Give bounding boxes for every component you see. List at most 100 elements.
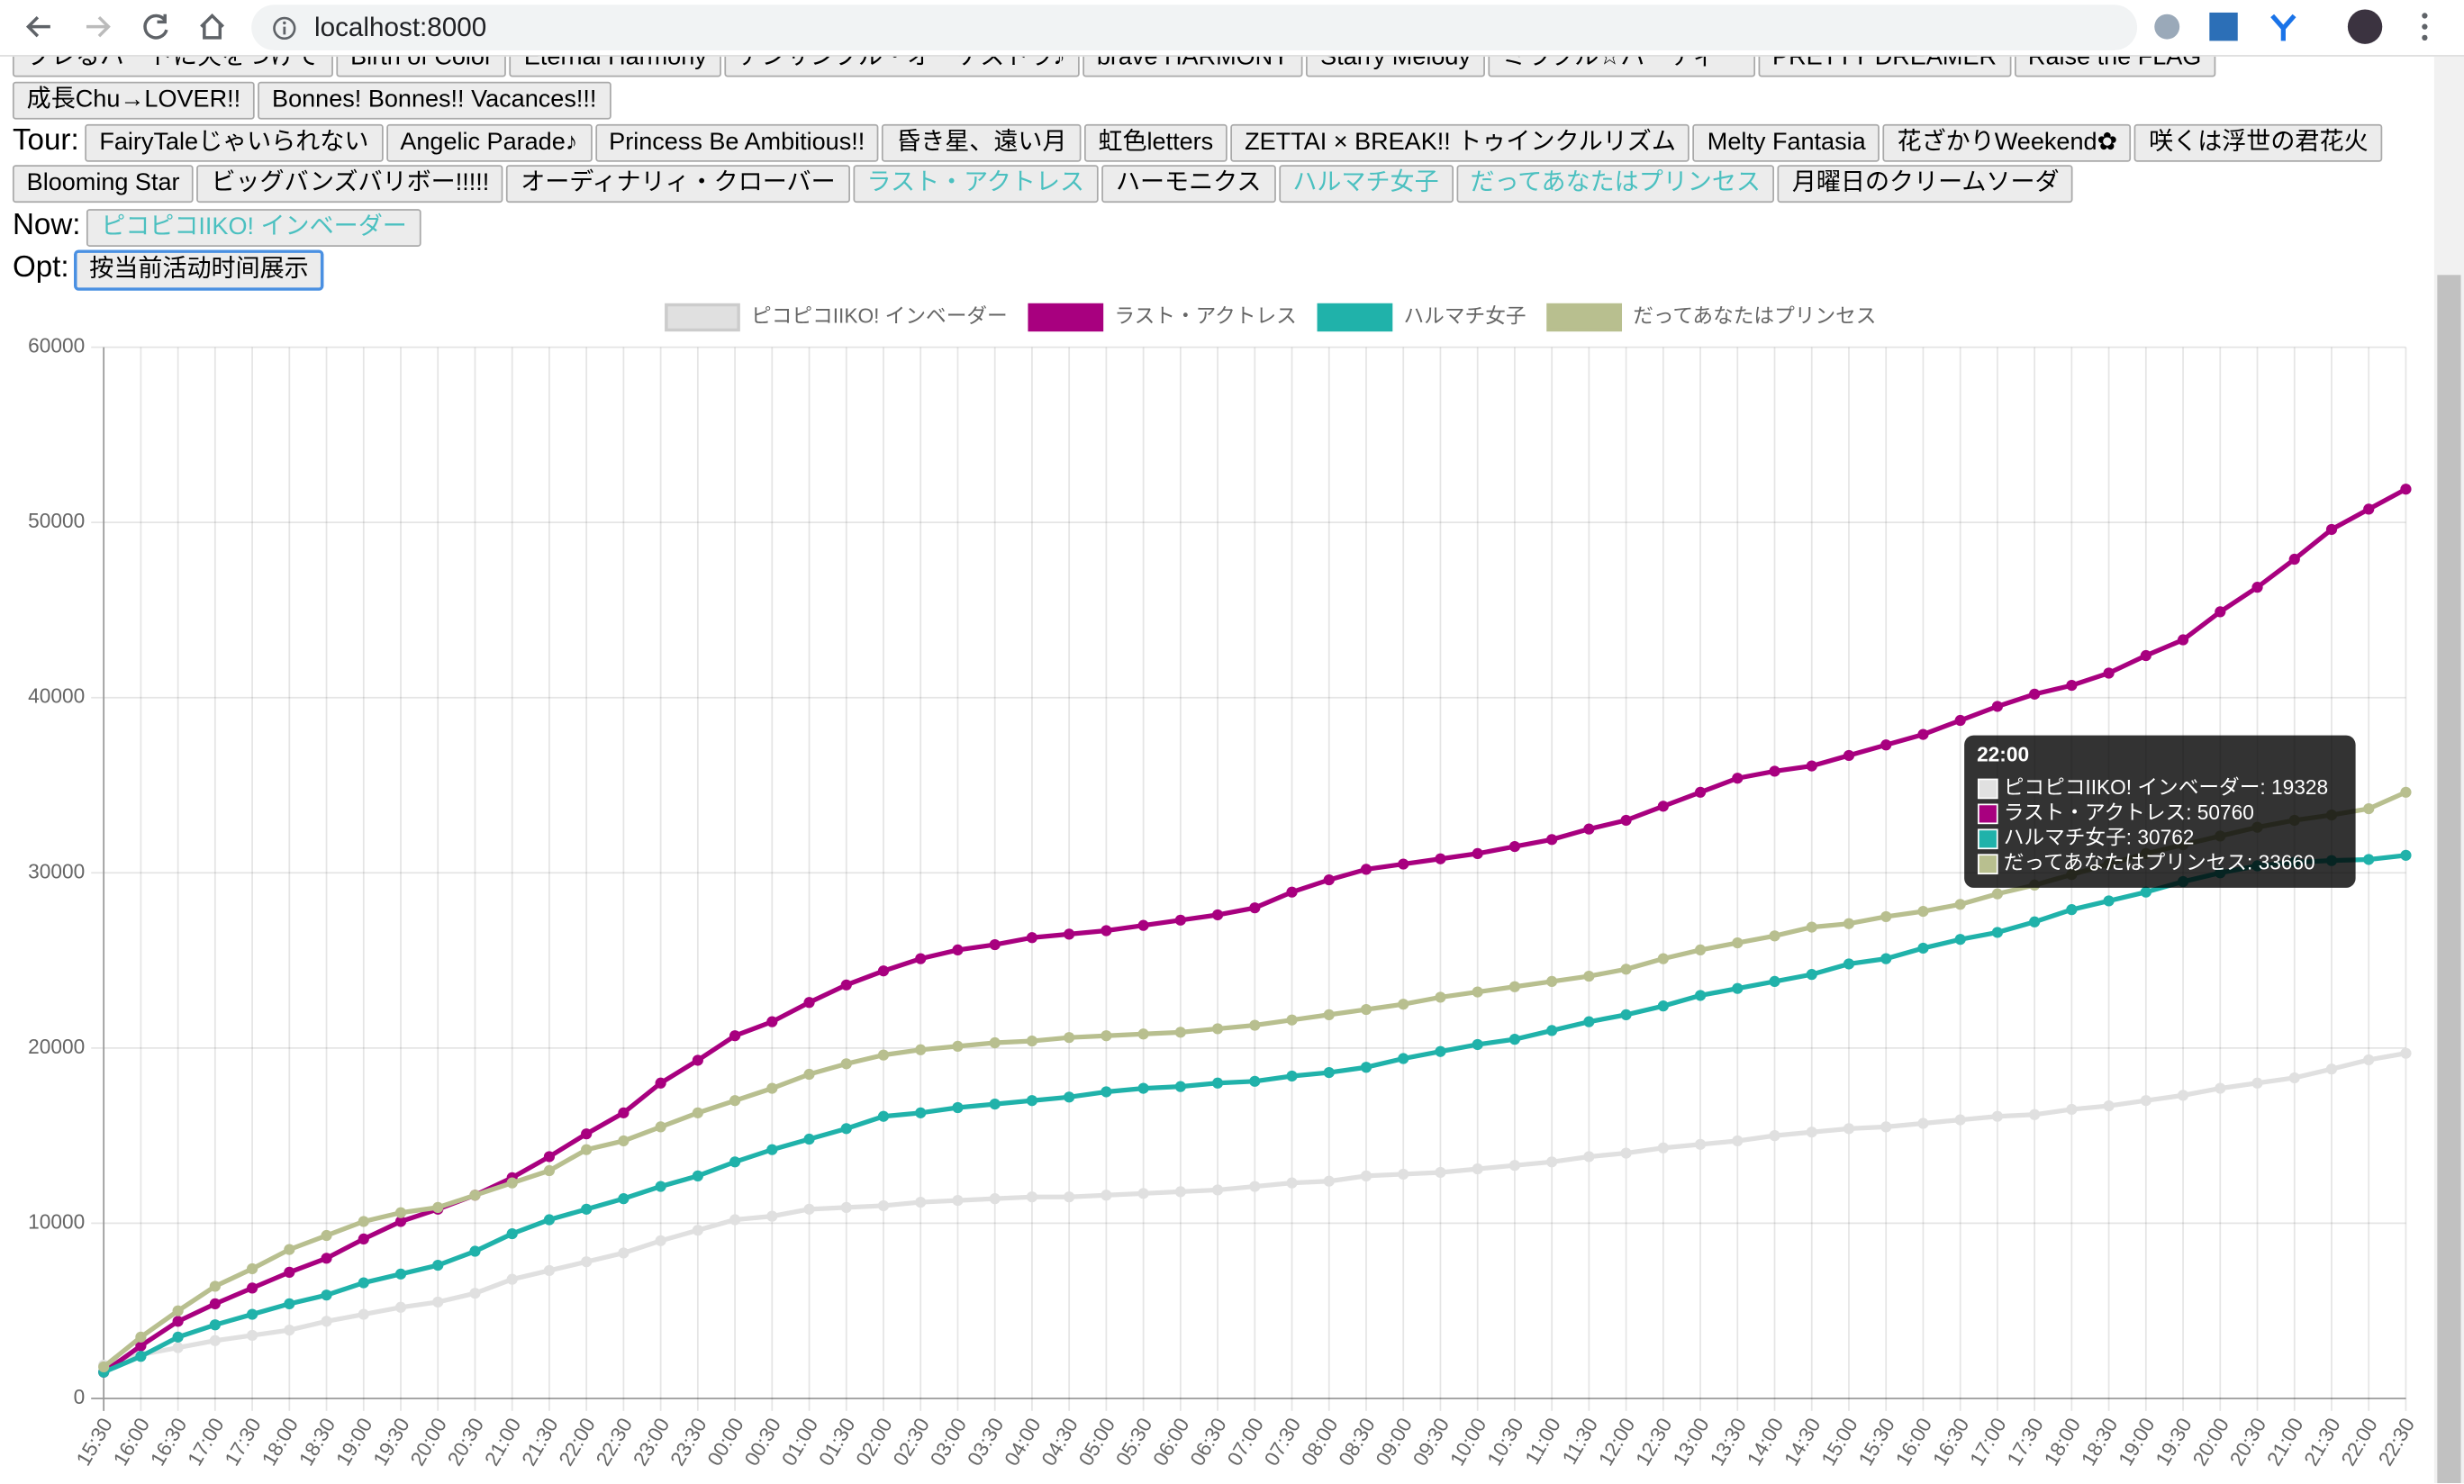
point [1174,1186,1186,1198]
browser-toolbar: localhost:8000 [0,0,2464,57]
button[interactable]: 月曜日のクリームソーダ [1778,166,2074,204]
point [172,1305,184,1317]
point [2215,606,2226,618]
point [1472,847,1483,859]
point [1174,1027,1186,1038]
point [394,1301,407,1313]
point [1843,749,1855,762]
button[interactable]: 咲くは浮世の君花火 [2134,123,2383,162]
point [1732,773,1744,784]
button[interactable]: 成長Chu→LOVER!! [12,81,255,120]
forward-button[interactable] [86,15,111,38]
x-tick-label: 20:00 [405,1414,451,1470]
point [803,1133,815,1145]
button[interactable]: 虹色letters [1083,123,1227,162]
point [1806,969,1817,981]
home-button[interactable] [200,13,225,40]
point [2363,503,2375,515]
button[interactable]: Princess Be Ambitious!! [594,123,879,162]
button[interactable]: だってあなたはプリンセス [1455,166,1775,204]
button[interactable]: ビッグバンズバリボー!!!!! [196,166,503,204]
point [692,1107,703,1118]
point [2288,1072,2300,1084]
toolbar-icons [25,9,2428,44]
point [2029,916,2041,928]
x-tick-label: 09:30 [1408,1414,1454,1470]
url[interactable]: localhost:8000 [313,12,487,43]
point [581,1144,593,1155]
point [394,1216,407,1227]
x-tick-label: 06:00 [1148,1414,1194,1470]
profile-avatar[interactable] [2347,9,2383,44]
point [2215,1082,2226,1094]
point [1546,1025,1558,1036]
point [2400,484,2412,495]
button[interactable]: 花ざかりWeekend✿ [1882,123,2132,162]
point [1508,981,1521,992]
point [1546,975,1558,988]
point [1026,1095,1038,1107]
point [1101,925,1112,937]
scrollbar-thumb[interactable] [2437,275,2461,1484]
address-bar[interactable] [251,5,2138,50]
menu-dot[interactable] [2422,13,2428,19]
button[interactable]: 按当前活动时间展示 [75,250,323,289]
point [1360,1003,1372,1016]
button[interactable]: ハーモニクス [1101,166,1276,204]
point [1991,701,2004,712]
button[interactable]: ZETTAI × BREAK!! トゥインクルリズム [1230,123,1690,162]
point [284,1324,295,1336]
point [2140,1095,2151,1107]
menu-dot[interactable] [2422,23,2428,30]
point [1472,1163,1483,1175]
y-tick-label: 10000 [28,1209,85,1233]
legend: ピコピコIIKO! インベーダー ラスト・アクトレス ハルマチ女子 だってあなたはプリ… [665,303,1876,332]
x-tick-label: 07:00 [1222,1414,1268,1470]
x-tick-label: 23:30 [666,1414,711,1470]
button[interactable]: Blooming Star [12,166,195,204]
point [952,1101,964,1114]
point [989,1098,1001,1110]
button[interactable]: オーディナリィ・クローバー [506,166,850,204]
extension-icon[interactable] [2209,12,2238,41]
point [1211,909,1224,921]
point [1211,1077,1224,1089]
button[interactable]: Bonnes! Bonnes!! Vacances!!! [258,81,611,120]
button[interactable]: ピコピコIIKO! インベーダー [86,208,421,247]
point [2140,886,2151,898]
point [1657,801,1669,812]
tooltip-title: 22:00 [1977,742,2029,765]
point [1991,927,2004,938]
x-tick-label: 01:30 [814,1414,860,1470]
x-tick-label: 08:30 [1334,1414,1380,1470]
point [877,1110,890,1122]
point [1657,953,1669,964]
extension-icon[interactable] [2154,14,2180,40]
point [1954,1114,1966,1126]
x-tick-label: 18:00 [257,1414,303,1470]
extension-icon[interactable] [2270,14,2296,41]
reload-button[interactable] [143,14,168,40]
back-button[interactable] [25,15,50,38]
point [1211,1023,1224,1035]
button[interactable]: 昏き星、遠い月 [882,123,1082,162]
point [1769,1130,1780,1142]
x-tick-label: 16:30 [145,1414,191,1470]
button[interactable]: Melty Fantasia [1693,123,1880,162]
button[interactable]: ラスト・アクトレス [852,166,1099,204]
point [915,1044,927,1055]
point [1323,1175,1335,1187]
point [803,997,815,1009]
button[interactable]: FairyTaleじゃいられない [85,123,384,162]
point [655,1181,666,1192]
button[interactable]: ハルマチ女子 [1278,166,1454,204]
button[interactable]: Angelic Parade♪ [385,123,592,162]
point [1546,1156,1558,1168]
point [358,1277,369,1289]
menu-dot[interactable] [2422,34,2428,41]
point [729,1030,741,1042]
point [469,1288,481,1299]
point [1398,1168,1409,1181]
point [2363,802,2375,815]
